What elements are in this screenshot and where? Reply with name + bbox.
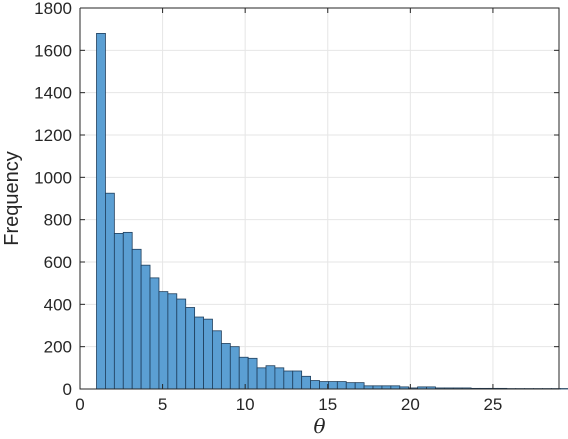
- histogram-bar: [194, 316, 204, 390]
- histogram-bar: [247, 357, 258, 390]
- histogram-bar: [203, 318, 213, 390]
- y-tick-label: 400: [44, 295, 72, 314]
- x-tick-label: 5: [158, 395, 167, 414]
- bars: [96, 33, 568, 390]
- histogram-bar: [167, 293, 178, 390]
- y-tick-label: 200: [44, 338, 72, 357]
- histogram-bar: [176, 298, 187, 390]
- histogram-bar: [122, 231, 133, 390]
- histogram-bar: [283, 370, 294, 390]
- y-axis-title: Frequency: [1, 151, 23, 246]
- histogram-bar: [158, 291, 169, 390]
- y-tick-label: 1000: [34, 168, 72, 187]
- x-tick-label: 10: [236, 395, 255, 414]
- y-tick-label: 1200: [34, 126, 72, 145]
- histogram-bar: [185, 307, 196, 390]
- x-tick-label: 15: [318, 395, 337, 414]
- histogram-bar: [238, 356, 249, 390]
- histogram-bar: [220, 343, 231, 390]
- y-axis-ticks: 0 200 400 600 800 1000 1200 1400 1600 1800: [34, 0, 559, 399]
- histogram-bar: [310, 380, 320, 390]
- histogram-bar: [265, 365, 276, 390]
- x-tick-label: 25: [483, 395, 502, 414]
- histogram-bar: [274, 367, 285, 390]
- histogram-bar: [328, 381, 338, 390]
- histogram-bar: [354, 382, 365, 390]
- y-tick-label: 1800: [34, 0, 72, 18]
- x-tick-label: 20: [401, 395, 420, 414]
- histogram-bar: [212, 330, 222, 390]
- y-tick-label: 0: [63, 380, 72, 399]
- x-tick-label: 0: [75, 395, 84, 414]
- y-tick-label: 1600: [34, 41, 72, 60]
- histogram-bar: [105, 192, 115, 390]
- y-tick-label: 800: [44, 211, 72, 230]
- histogram-bar: [149, 277, 160, 390]
- histogram-bar: [319, 381, 329, 390]
- histogram-bar: [96, 33, 106, 390]
- histogram-bar: [256, 367, 267, 390]
- histogram-bar: [113, 233, 124, 390]
- histogram-bar: [140, 264, 151, 390]
- x-axis-ticks: 0 5 10 15 20 25: [75, 8, 502, 414]
- y-tick-label: 1400: [34, 84, 72, 103]
- histogram-bar: [301, 375, 311, 390]
- histogram-bar: [345, 382, 356, 390]
- y-tick-label: 600: [44, 253, 72, 272]
- histogram-bar: [336, 381, 347, 390]
- histogram-bar: [229, 346, 240, 390]
- histogram-bar: [131, 248, 142, 390]
- histogram-bar: [292, 370, 303, 390]
- x-axis-title: θ: [313, 414, 325, 438]
